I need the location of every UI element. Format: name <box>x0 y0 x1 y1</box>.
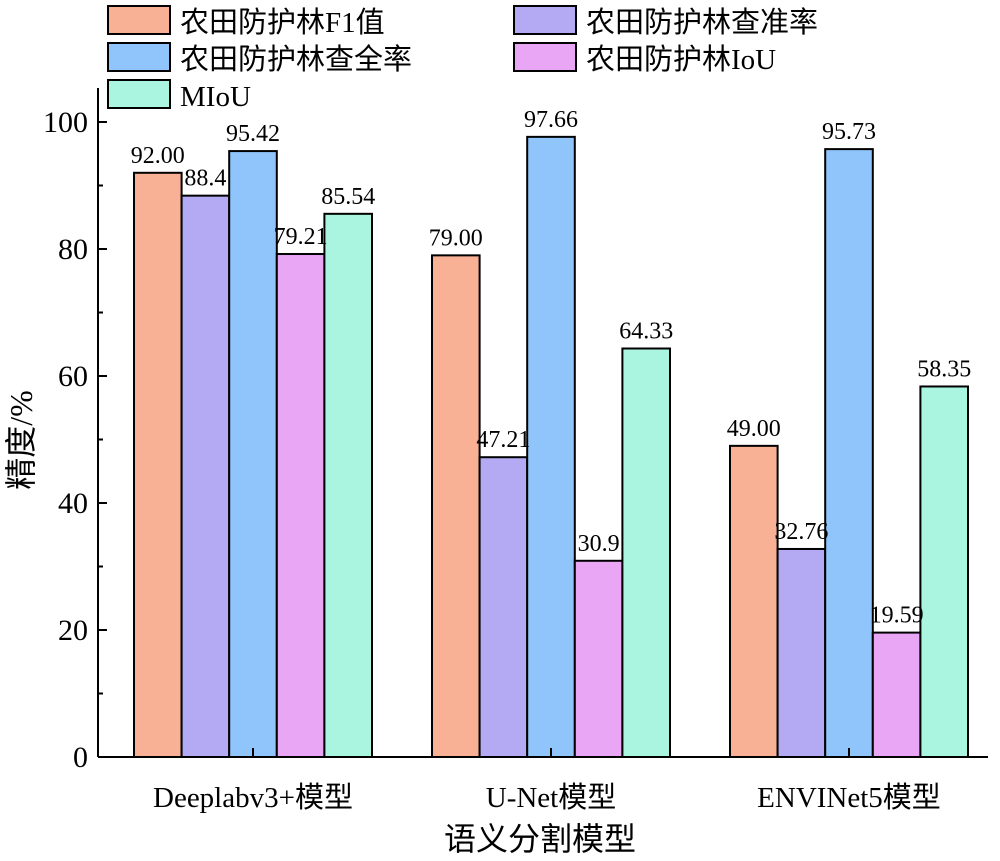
legend-swatch <box>107 5 171 35</box>
x-tick-label: ENVINet5模型 <box>757 781 941 814</box>
bar-1-0 <box>431 254 481 758</box>
bar-0-0 <box>133 171 183 759</box>
data-label: 32.76 <box>774 519 828 545</box>
y-tick-label: 80 <box>58 233 88 266</box>
axes: 0 20 40 60 80 100 Deeplabv3+模型 U-Net模型 ENVINet5模… <box>43 88 988 814</box>
legend-swatch <box>513 5 577 35</box>
bar-0-1 <box>180 194 231 759</box>
bar-1-1 <box>478 456 529 758</box>
legend-label: 农田防护林查准率 <box>586 6 818 39</box>
data-label: 79.21 <box>274 224 328 250</box>
data-label: 30.9 <box>578 531 620 557</box>
y-tick-label: 100 <box>43 106 88 139</box>
y-tick-label: 40 <box>58 487 88 520</box>
bar-2-4 <box>919 385 970 758</box>
data-label: 19.59 <box>870 603 924 629</box>
bar-0-2 <box>228 150 278 758</box>
x-tick-label: U-Net模型 <box>486 781 616 814</box>
bars <box>133 135 970 759</box>
legend-label: MIoU <box>180 81 251 113</box>
data-label: 92.00 <box>131 143 185 169</box>
y-tick-label: 0 <box>73 741 88 774</box>
legend-swatch <box>107 79 171 109</box>
data-label: 88.4 <box>184 166 226 192</box>
legend-swatch <box>513 42 577 72</box>
legend-swatch <box>107 42 171 72</box>
bar-0-3 <box>275 253 326 758</box>
x-axis-title: 语义分割模型 <box>444 821 636 857</box>
data-label: 85.54 <box>321 184 375 210</box>
data-labels: 92.00 79.00 49.00 88.4 47.21 32.76 95.42 97.66 9… <box>131 107 971 629</box>
bar-1-3 <box>573 559 624 758</box>
bar-1-2 <box>526 135 576 758</box>
data-label: 79.00 <box>429 225 483 251</box>
y-tick-label: 20 <box>58 614 88 647</box>
bar-2-1 <box>776 547 827 758</box>
y-axis-title: 精度/% <box>3 390 39 490</box>
data-label: 47.21 <box>476 427 530 453</box>
legend-label: 农田防护林查全率 <box>180 43 412 76</box>
legend-label: 农田防护林F1值 <box>180 6 385 39</box>
data-label: 95.42 <box>226 121 280 147</box>
legend-label: 农田防护林IoU <box>586 43 776 76</box>
data-label: 49.00 <box>727 416 781 442</box>
data-label: 58.35 <box>917 356 971 382</box>
bar-0-4 <box>323 212 373 759</box>
bar-2-0 <box>729 444 779 758</box>
data-label: 97.66 <box>524 107 578 133</box>
data-label: 95.73 <box>822 119 876 145</box>
bar-2-3 <box>871 631 922 759</box>
bar-1-4 <box>621 347 672 758</box>
x-tick-label: Deeplabv3+模型 <box>153 781 353 814</box>
data-label: 64.33 <box>619 319 673 345</box>
bar-2-2 <box>824 148 874 758</box>
y-tick-label: 60 <box>58 360 88 393</box>
